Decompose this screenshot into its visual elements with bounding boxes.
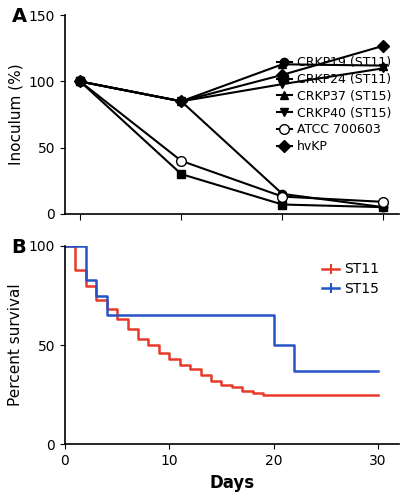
ST11 xyxy=(156,350,161,356)
hvKP xyxy=(78,78,83,84)
ST15 xyxy=(375,368,380,374)
ST11 xyxy=(208,378,213,384)
ST11 xyxy=(115,316,120,322)
Y-axis label: Percent survival: Percent survival xyxy=(8,284,23,406)
Line: hvKP: hvKP xyxy=(76,42,387,106)
ST11 xyxy=(271,392,276,398)
Legend: CRKP19 (ST11), CRKP24 (ST11), CRKP37 (ST15), CRKP40 (ST15), ATCC 700603, hvKP: CRKP19 (ST11), CRKP24 (ST11), CRKP37 (ST… xyxy=(276,55,392,154)
ST11 xyxy=(177,362,182,368)
CRKP19 (ST11) xyxy=(280,191,285,197)
CRKP19 (ST11) xyxy=(179,98,184,104)
ST11 xyxy=(198,372,203,378)
CRKP40 (ST15) xyxy=(179,98,184,104)
CRKP19 (ST11) xyxy=(78,78,83,84)
ATCC 700603 xyxy=(381,199,386,205)
ST11 xyxy=(146,342,151,348)
Line: CRKP37 (ST15): CRKP37 (ST15) xyxy=(76,60,387,106)
ST15 xyxy=(83,276,88,282)
ST11 xyxy=(136,336,140,342)
ST11 xyxy=(94,296,99,302)
ST15 xyxy=(271,342,276,348)
CRKP24 (ST11) xyxy=(78,78,83,84)
CRKP40 (ST15) xyxy=(280,81,285,87)
ST11 xyxy=(167,356,172,362)
ST11 xyxy=(375,392,380,398)
ST15 xyxy=(292,368,297,374)
CRKP40 (ST15) xyxy=(381,66,386,71)
ST11 xyxy=(83,282,88,288)
CRKP37 (ST15) xyxy=(179,98,184,104)
Line: CRKP19 (ST11): CRKP19 (ST11) xyxy=(76,78,387,212)
ATCC 700603 xyxy=(280,194,285,200)
CRKP40 (ST15) xyxy=(78,78,83,84)
ST11 xyxy=(63,243,68,249)
CRKP37 (ST15) xyxy=(280,62,285,68)
CRKP37 (ST15) xyxy=(78,78,83,84)
ST11 xyxy=(219,382,224,388)
ST15 xyxy=(63,243,68,249)
ST15 xyxy=(73,243,78,249)
Y-axis label: Inoculum (%): Inoculum (%) xyxy=(8,64,23,166)
ST11 xyxy=(260,392,265,398)
Line: CRKP24 (ST11): CRKP24 (ST11) xyxy=(76,78,387,212)
Text: A: A xyxy=(11,8,27,26)
CRKP24 (ST11) xyxy=(381,204,386,210)
ST11 xyxy=(250,390,255,396)
ST11 xyxy=(104,306,109,312)
ST11 xyxy=(230,384,234,390)
Line: ATCC 700603: ATCC 700603 xyxy=(75,76,388,206)
ATCC 700603 xyxy=(78,78,83,84)
X-axis label: Days: Days xyxy=(209,474,254,492)
Line: ST15: ST15 xyxy=(65,246,378,371)
CRKP24 (ST11) xyxy=(280,202,285,207)
ST15 xyxy=(250,312,255,318)
Line: CRKP40 (ST15): CRKP40 (ST15) xyxy=(76,64,387,106)
ST15 xyxy=(104,312,109,318)
CRKP37 (ST15) xyxy=(381,62,386,68)
ST11 xyxy=(73,267,78,273)
ST15 xyxy=(94,292,99,298)
ST11 xyxy=(125,326,130,332)
CRKP24 (ST11) xyxy=(179,171,184,177)
ST11 xyxy=(240,388,245,394)
hvKP xyxy=(280,72,285,78)
ST11 xyxy=(188,366,193,372)
Legend: ST11, ST15: ST11, ST15 xyxy=(317,257,385,302)
hvKP xyxy=(179,98,184,104)
hvKP xyxy=(381,43,386,49)
ATCC 700603 xyxy=(179,158,184,164)
CRKP19 (ST11) xyxy=(381,204,386,210)
Text: B: B xyxy=(11,238,26,257)
Line: ST11: ST11 xyxy=(65,246,378,395)
